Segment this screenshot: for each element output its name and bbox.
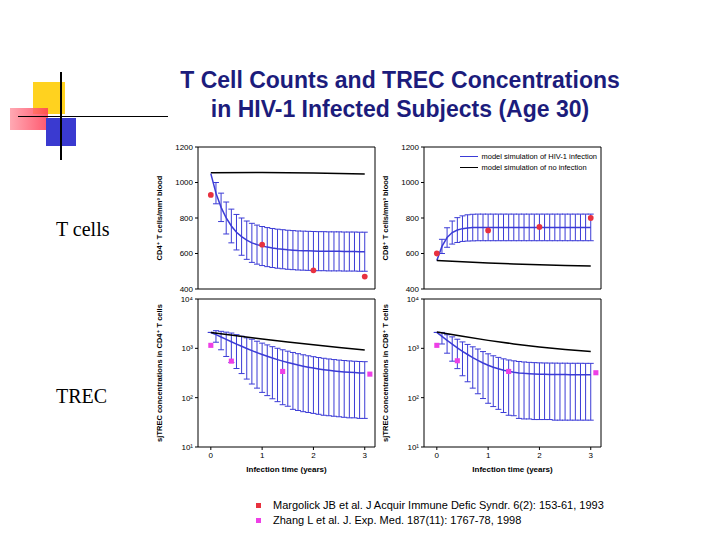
svg-text:1000: 1000 xyxy=(175,178,193,187)
svg-text:10⁴: 10⁴ xyxy=(407,295,420,304)
html-text:CD8⁺ T cells/mm³ blood: CD8⁺ T cells/mm³ blood xyxy=(381,175,390,261)
svg-text:3: 3 xyxy=(589,451,594,460)
html-text:T Cell Counts and TREC Concent: T Cell Counts and TREC Concentrations xyxy=(180,67,620,93)
svg-text:1: 1 xyxy=(486,451,491,460)
svg-text:10¹: 10¹ xyxy=(181,443,193,452)
html-text:sjTREC concentrations in CD8⁺: sjTREC concentrations in CD8⁺ T cells xyxy=(381,304,390,442)
svg-text:10⁴: 10⁴ xyxy=(181,295,194,304)
html-text:CD4⁺ T cells/mm³ blood: CD4⁺ T cells/mm³ blood xyxy=(155,175,164,261)
html-text:Infection time (years): Infection time (years) xyxy=(246,465,327,474)
svg-text:10¹: 10¹ xyxy=(407,443,419,452)
svg-text:800: 800 xyxy=(180,214,194,223)
svg-text:600: 600 xyxy=(406,249,420,258)
svg-text:1000: 1000 xyxy=(401,178,419,187)
svg-text:10³: 10³ xyxy=(407,344,419,353)
html-text:T cells: T cells xyxy=(56,218,110,240)
svg-text:400: 400 xyxy=(180,285,194,294)
svg-text:800: 800 xyxy=(406,214,420,223)
svg-text:10³: 10³ xyxy=(181,344,193,353)
html-text:in HIV-1 Infected Subjects (Ag: in HIV-1 Infected Subjects (Age 30) xyxy=(210,96,590,122)
svg-text:0: 0 xyxy=(435,451,440,460)
svg-text:2: 2 xyxy=(311,451,316,460)
html-text:sjTREC concentrations in CD4⁺: sjTREC concentrations in CD4⁺ T cells xyxy=(155,304,164,442)
svg-text:3: 3 xyxy=(363,451,368,460)
svg-text:600: 600 xyxy=(180,249,194,258)
html-text:Infection time (years): Infection time (years) xyxy=(472,465,553,474)
svg-text:2: 2 xyxy=(537,451,542,460)
svg-text:1200: 1200 xyxy=(175,143,193,152)
html-text:model simulation of no infecti: model simulation of no infection xyxy=(481,163,587,172)
svg-text:1200: 1200 xyxy=(401,143,419,152)
svg-text:0: 0 xyxy=(209,451,214,460)
html-text:Zhang L et al. J. Exp. Med. 18: Zhang L et al. J. Exp. Med. 187(11): 176… xyxy=(273,514,522,526)
html-text:TREC: TREC xyxy=(56,385,108,407)
html-text:model simulation of HIV-1 infe: model simulation of HIV-1 infection xyxy=(481,152,597,161)
svg-text:400: 400 xyxy=(406,285,420,294)
html-text:Margolick JB et al. J Acquir I: Margolick JB et al. J Acquir Immune Defi… xyxy=(273,499,604,511)
svg-text:10²: 10² xyxy=(407,394,419,403)
svg-text:10²: 10² xyxy=(181,394,193,403)
svg-text:1: 1 xyxy=(260,451,265,460)
